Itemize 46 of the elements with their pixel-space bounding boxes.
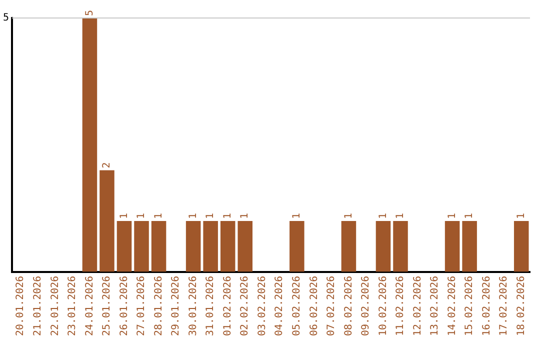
x-tick-label: 15.02.2026 (464, 276, 476, 336)
x-tick-label: 10.02.2026 (378, 276, 389, 336)
x-tick-label: 08.02.2026 (343, 276, 354, 336)
data-label: 1 (240, 213, 251, 220)
x-tick-label: 16.02.2026 (481, 276, 492, 336)
x-tick-label: 14.02.2026 (446, 276, 458, 336)
x-tick-label: 26.01.2026 (118, 276, 130, 336)
x-tick-label: 31.01.2026 (205, 276, 216, 336)
x-tick-label: 21.01.2026 (32, 276, 44, 336)
x-tick-label: 25.01.2026 (102, 276, 113, 336)
x-tick-label: 03.02.2026 (256, 276, 268, 336)
data-label: 1 (153, 213, 164, 220)
data-label: 1 (516, 213, 527, 220)
data-label: 1 (118, 213, 130, 220)
x-tick-label: 28.01.2026 (153, 276, 164, 336)
data-label: 1 (446, 213, 458, 220)
x-tick-label: 20.01.2026 (15, 276, 26, 336)
x-tick-label: 22.01.2026 (50, 276, 61, 336)
data-label: 1 (378, 213, 389, 220)
x-tick-label: 30.01.2026 (188, 276, 199, 336)
data-label: 1 (136, 213, 148, 220)
data-label: 1 (292, 213, 303, 220)
data-label: 1 (343, 213, 354, 220)
x-tick-label: 12.02.2026 (412, 276, 424, 336)
x-tick-label: 02.02.2026 (240, 276, 251, 336)
x-tick-label: 04.02.2026 (274, 276, 286, 336)
x-tick-label: 29.01.2026 (170, 276, 182, 336)
data-label: 5 (84, 10, 96, 16)
x-tick-label: 18.02.2026 (516, 276, 527, 336)
x-tick-label: 06.02.2026 (308, 276, 320, 336)
data-label: 1 (395, 213, 406, 220)
x-tick-label: 23.01.2026 (67, 276, 78, 336)
x-tick-label: 07.02.2026 (326, 276, 338, 336)
data-label: 1 (464, 213, 476, 220)
data-label: 1 (188, 213, 199, 220)
data-label: 1 (205, 213, 216, 220)
x-tick-label: 01.02.2026 (222, 276, 234, 336)
x-tick-label: 24.01.2026 (84, 276, 96, 336)
x-tick-label: 27.01.2026 (136, 276, 148, 336)
x-tick-label: 09.02.2026 (360, 276, 372, 336)
x-tick-label: 13.02.2026 (430, 276, 441, 336)
x-tick-label: 05.02.2026 (292, 276, 303, 336)
x-tick-label: 17.02.2026 (498, 276, 510, 336)
data-label: 2 (102, 162, 113, 168)
data-label: 1 (222, 213, 234, 220)
x-tick-label: 11.02.2026 (395, 276, 406, 336)
